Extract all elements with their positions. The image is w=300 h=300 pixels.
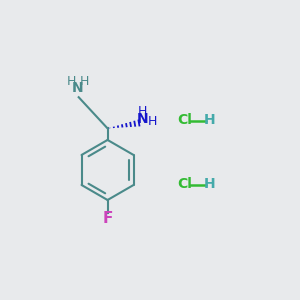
Text: F: F xyxy=(102,211,113,226)
Text: H: H xyxy=(67,74,76,88)
Text: H: H xyxy=(137,105,147,118)
Text: H: H xyxy=(148,115,157,128)
Text: Cl: Cl xyxy=(177,113,192,127)
Text: H: H xyxy=(204,177,216,191)
Text: H: H xyxy=(79,74,89,88)
Text: N: N xyxy=(136,112,148,126)
Text: Cl: Cl xyxy=(177,177,192,191)
Text: H: H xyxy=(204,113,216,127)
Text: N: N xyxy=(72,81,83,95)
